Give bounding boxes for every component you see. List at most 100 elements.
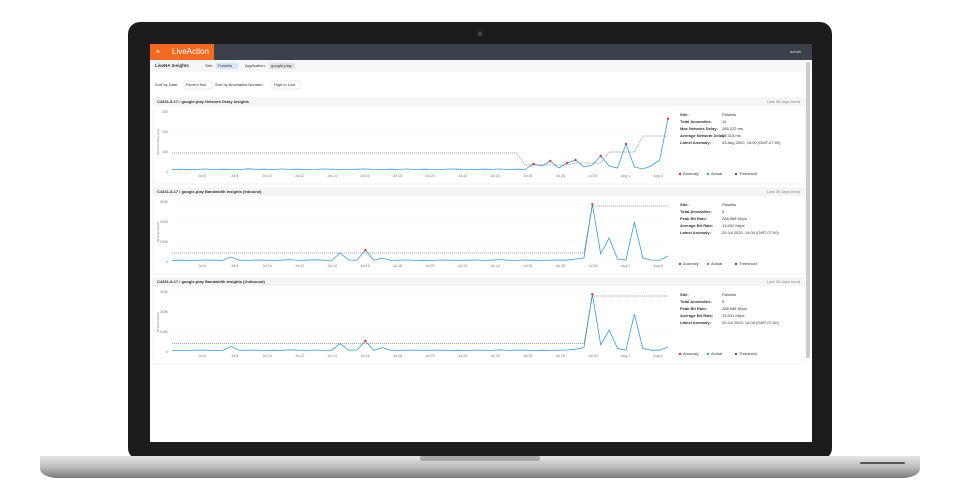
info-label: Total Anomalies: <box>680 209 712 214</box>
x-tick-label: Jul 10 <box>262 354 271 358</box>
x-tick-label: Jul 8 <box>231 264 238 268</box>
x-tick-label: Aug 1 <box>621 354 630 358</box>
x-tick-label: Aug 1 <box>621 174 630 178</box>
info-label: Average Bit Rate: <box>680 313 713 318</box>
sort-date-select[interactable] <box>183 80 213 90</box>
info-value: 5 <box>722 209 725 214</box>
anomaly-dot <box>591 203 594 206</box>
anomaly-dot <box>624 142 628 146</box>
laptop-base <box>40 456 920 478</box>
camera <box>477 31 483 37</box>
x-tick-label: Aug 1 <box>621 264 630 268</box>
anomaly-dot <box>532 162 535 166</box>
legend-swatch <box>678 172 682 176</box>
info-label: Total Anomalies: <box>680 119 712 124</box>
legend-label: Threshold <box>739 261 757 266</box>
x-tick-label: Jul 20 <box>425 264 434 268</box>
info-value: 10 <box>722 119 727 124</box>
nav-bar <box>150 44 812 60</box>
x-tick-label: Jul 28 <box>556 354 565 358</box>
x-tick-label: Jul 24 <box>490 264 499 268</box>
x-tick-label: Jul 6 <box>198 174 205 178</box>
app-chip[interactable] <box>269 63 295 69</box>
info-value: Paluhits <box>722 292 736 297</box>
y-axis-title: Bit Rate (Kbps) <box>156 312 160 332</box>
sort-anom-value: High to Low <box>274 82 295 87</box>
site-value: Paluhits <box>218 63 232 68</box>
x-tick-label: Jul 6 <box>198 264 205 268</box>
x-tick-label: Jul 30 <box>588 264 597 268</box>
panel-title: C4331-8-17 / google-play Bandwidth Insig… <box>157 189 262 194</box>
site-label: Site: <box>205 63 213 68</box>
info-label: Peak Bit Rate: <box>680 306 707 311</box>
y-axis-title: Network Delay (ms) <box>156 129 160 155</box>
actual-line <box>171 294 669 352</box>
legend-label: Anomaly <box>683 171 699 176</box>
x-tick-label: Jul 28 <box>556 264 565 268</box>
x-tick-label: Jul 22 <box>458 174 467 178</box>
x-tick-label: Aug 3 <box>653 354 662 358</box>
sort-anom-label: Sort by Anomalies Number: <box>215 82 264 87</box>
y-axis-title: Bit Rate (Kbps) <box>156 222 160 242</box>
x-tick-label: Jul 8 <box>231 174 238 178</box>
sort-anom-select[interactable] <box>271 80 301 90</box>
x-tick-label: Jul 12 <box>295 174 304 178</box>
panel-title: C4331-8-17 / google-play Bandwidth Insig… <box>157 279 265 284</box>
y-tick-label: 0 <box>166 350 168 354</box>
page-title: LiveNA Insights <box>155 63 189 68</box>
x-tick-label: Aug 3 <box>653 174 662 178</box>
base-notch <box>420 456 540 461</box>
info-value: 13.931 Kbps <box>722 313 744 318</box>
site-chip[interactable] <box>216 63 238 69</box>
legend-swatch <box>678 262 682 266</box>
logo: LiveAction <box>172 47 209 56</box>
info-label: Latest Anomaly: <box>680 230 711 235</box>
menu-icon[interactable]: ≡ <box>156 50 160 56</box>
base-slot <box>860 462 905 464</box>
panel-trend: Last 30 days trend <box>767 99 800 104</box>
x-tick-label: Jul 18 <box>393 174 402 178</box>
info-value: 29 Jul 2020, 14:00 (GMT-07:00) <box>722 320 779 325</box>
info-label: Peak Bit Rate: <box>680 216 707 221</box>
x-tick-label: Jul 22 <box>458 264 467 268</box>
info-label: Site: <box>680 292 689 297</box>
legend-swatch <box>734 172 738 176</box>
legend-label: Anomaly <box>683 261 699 266</box>
info-label: Latest Anomaly: <box>680 140 711 145</box>
legend-label: Actual <box>711 171 722 176</box>
info-value: 288.958 Kbps <box>722 216 747 221</box>
legend-label: Anomaly <box>683 351 699 356</box>
info-value: 288.958 Kbps <box>722 306 747 311</box>
user-menu[interactable]: admin <box>790 49 801 54</box>
panel-trend: Last 30 days trend <box>767 189 800 194</box>
x-tick-label: Jul 24 <box>490 354 499 358</box>
anomaly-dot <box>565 161 569 165</box>
x-tick-label: Jul 8 <box>231 354 238 358</box>
x-tick-label: Jul 12 <box>295 264 304 268</box>
x-tick-label: Jul 24 <box>490 174 499 178</box>
scrollbar[interactable] <box>806 62 810 358</box>
info-label: Average Network Delay: <box>680 133 726 138</box>
y-tick-label: 200K <box>160 220 169 224</box>
panel <box>152 187 806 275</box>
y-tick-label: 0 <box>166 170 168 174</box>
x-tick-label: Jul 16 <box>360 264 369 268</box>
x-tick-label: Jul 14 <box>328 174 337 178</box>
anomaly-dot <box>364 339 367 343</box>
x-tick-label: Jul 26 <box>523 174 532 178</box>
y-tick-label: 100K <box>160 330 169 334</box>
anomaly-dot <box>591 293 594 296</box>
info-value: 5 <box>722 299 725 304</box>
x-tick-label: Aug 3 <box>653 264 662 268</box>
panel-header <box>153 188 805 196</box>
y-tick-label: 300K <box>160 200 169 204</box>
legend-swatch <box>734 352 738 356</box>
x-tick-label: Jul 28 <box>556 174 565 178</box>
y-tick-label: 200 <box>162 130 168 134</box>
panel <box>152 277 806 365</box>
panel-title: C4331-8-17 / google-play Network Delay I… <box>157 99 250 104</box>
x-tick-label: Jul 10 <box>262 174 271 178</box>
x-tick-label: Jul 14 <box>328 264 337 268</box>
legend-label: Actual <box>711 261 722 266</box>
panel-header <box>153 278 805 286</box>
